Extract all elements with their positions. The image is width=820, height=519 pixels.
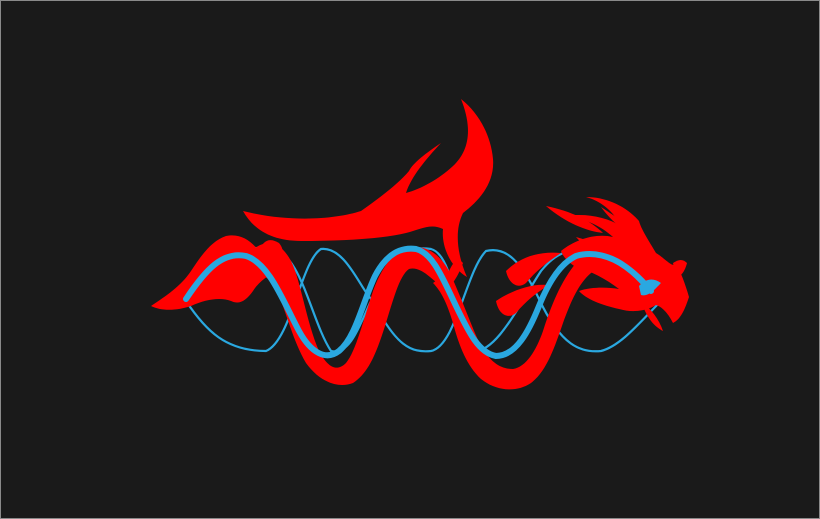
dragon-wing	[243, 99, 494, 277]
dragon-claw-front	[496, 284, 549, 316]
dragon-body	[151, 99, 689, 390]
dragon-jaw	[641, 301, 663, 331]
dragon-horn-1	[601, 207, 631, 230]
dragon-eye	[639, 279, 661, 296]
thin-blue-wave-lower	[185, 247, 662, 353]
dragon-head	[561, 197, 689, 323]
dragon-snout-spike	[673, 260, 687, 277]
dragon-horn-3	[576, 237, 616, 255]
dragon-body-loop-1	[241, 243, 463, 385]
thick-blue-wave	[183, 245, 654, 360]
dragon-claw-back	[506, 252, 561, 286]
dragon-horn-2	[546, 206, 603, 233]
